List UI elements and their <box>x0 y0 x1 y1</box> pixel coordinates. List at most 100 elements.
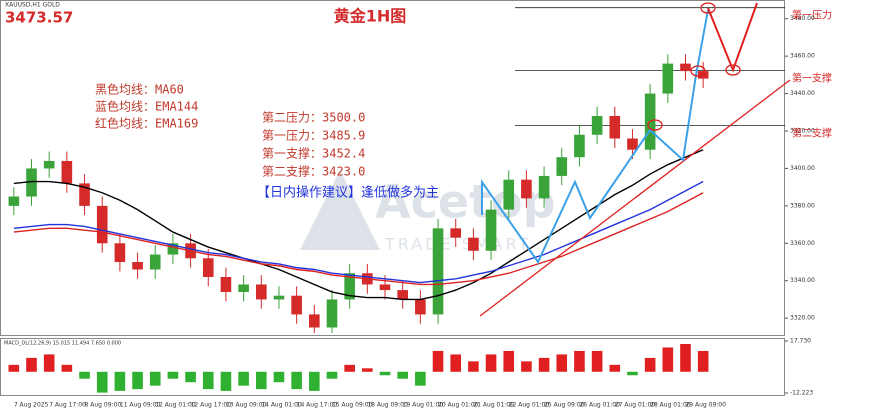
candle-body <box>132 262 143 270</box>
macd-bar <box>43 354 55 372</box>
candle-body <box>238 284 249 292</box>
level-note: 第二压力：3500.0 <box>262 111 365 125</box>
macd-bar <box>591 350 603 372</box>
legend-note: 红色均线：EMA169 <box>95 116 198 131</box>
watermark-logo <box>300 170 380 250</box>
macd-bar <box>662 347 674 372</box>
candle-body <box>273 295 285 300</box>
y-tick-label: -12.223 <box>790 390 813 397</box>
candle-body <box>591 116 603 135</box>
level-note: 第二支撑：3423.0 <box>262 164 365 179</box>
macd-bar <box>503 350 515 372</box>
x-tick-label: 12 Aug 17:00 <box>191 402 232 409</box>
forecast-path <box>707 2 758 73</box>
candle-body <box>415 299 426 315</box>
level-note: 第一压力：3485.9 <box>262 129 365 143</box>
circle <box>647 119 663 131</box>
macd-bar <box>521 361 532 372</box>
y-tick-label: 3440.00 <box>790 90 815 97</box>
legend-note: 蓝色均线：EMA144 <box>95 100 198 114</box>
x-tick-label: 15 Aug 09:00 <box>332 402 373 409</box>
x-tick-label: 8 Aug 09:00 <box>85 402 122 409</box>
candle-body <box>344 273 355 300</box>
x-tick-label: 22 Aug 01:00 <box>509 402 550 409</box>
macd-bar <box>468 361 479 372</box>
macd-bar <box>238 371 249 386</box>
x-tick-label: 20 Aug 01:00 <box>438 402 479 409</box>
candle-body <box>61 160 73 184</box>
candle-body <box>538 175 550 199</box>
x-tick-label: 14 Aug 17:00 <box>297 402 338 409</box>
candle-body <box>521 179 532 199</box>
macd-bar <box>114 371 126 391</box>
candle-body <box>662 63 674 94</box>
annotations <box>479 2 791 317</box>
chart-title: 黄金1H图 <box>334 7 407 26</box>
x-tick-label: 28 Aug 01:00 <box>650 402 691 409</box>
x-tick-label: 12 Aug 01:00 <box>155 402 196 409</box>
macd-bar <box>255 371 267 390</box>
y-tick-label: 3480.00 <box>790 15 815 22</box>
candle-body <box>26 168 37 197</box>
legend-note: 黑色均线：MA60 <box>95 83 184 97</box>
macd-bar <box>273 371 285 383</box>
candle-body <box>450 228 462 238</box>
candle-body <box>432 228 444 315</box>
x-tick-label: 27 Aug 01:00 <box>615 402 656 409</box>
macd-bar <box>432 350 444 372</box>
macd-bar <box>644 357 656 372</box>
macd-bar <box>556 354 568 372</box>
plot: 3320.00 3340.00 3360.00 3380.00 3400.00 3420.… <box>4 7 832 409</box>
y-tick-label: 3380.00 <box>790 202 815 209</box>
x-tick-label: 7 Aug 2025 <box>14 402 49 409</box>
macd-bar <box>538 357 550 372</box>
y-tick-label: 17.730 <box>790 338 811 345</box>
candle-body <box>43 160 55 169</box>
candle-body <box>503 179 515 210</box>
candle-body <box>79 183 90 206</box>
macd-bar <box>450 354 462 372</box>
candle-body <box>255 284 267 300</box>
watermark: Acetop TRADE SMART <box>300 170 556 254</box>
macd-bar <box>379 371 391 376</box>
macd-bar <box>185 371 196 383</box>
level-label: 第一压力 <box>792 9 832 22</box>
candle-body <box>485 209 497 251</box>
macd-bar <box>132 371 143 390</box>
candle-body <box>609 116 621 139</box>
x-tick-label: 14 Aug 01:00 <box>261 402 302 409</box>
level-note: 第一支撑：3452.4 <box>262 146 365 161</box>
macd-bar <box>96 371 108 393</box>
macd-bar <box>362 368 373 372</box>
x-tick-label: 7 Aug 17:00 <box>49 402 86 409</box>
level-label: 第一支撑 <box>792 71 832 84</box>
main-frame <box>0 0 785 336</box>
y-tick-label: 3360.00 <box>790 240 815 247</box>
macd-bar <box>149 371 161 386</box>
candle-body <box>680 63 691 72</box>
macd-bar <box>79 371 90 379</box>
x-tick-label: 19 Aug 01:00 <box>403 402 444 409</box>
macd-frame <box>0 338 785 396</box>
candle-body <box>556 157 568 176</box>
macd-title: MACD_DL(12,26,9) 15.015 11.494 7.650 0.0… <box>4 341 121 347</box>
macd-bar <box>326 371 338 379</box>
candle-body <box>96 205 108 244</box>
macd-bar <box>627 371 638 376</box>
candle-body <box>167 243 179 255</box>
ma-line <box>13 192 704 286</box>
circle <box>700 2 716 14</box>
y-tick-label: 3400.00 <box>790 165 815 172</box>
macd-bar <box>26 357 37 372</box>
macd-bar <box>61 364 73 372</box>
macd-bar <box>220 371 232 391</box>
y-tick-label: 3420.00 <box>790 128 815 135</box>
level-label: 第二支撑 <box>792 126 832 139</box>
circle <box>725 64 741 76</box>
symbol: XAUUSD,H1 GOLD <box>5 2 60 9</box>
macd-bar <box>8 364 20 372</box>
candle-body <box>291 295 302 315</box>
y-tick-label: 3320.00 <box>790 315 815 322</box>
